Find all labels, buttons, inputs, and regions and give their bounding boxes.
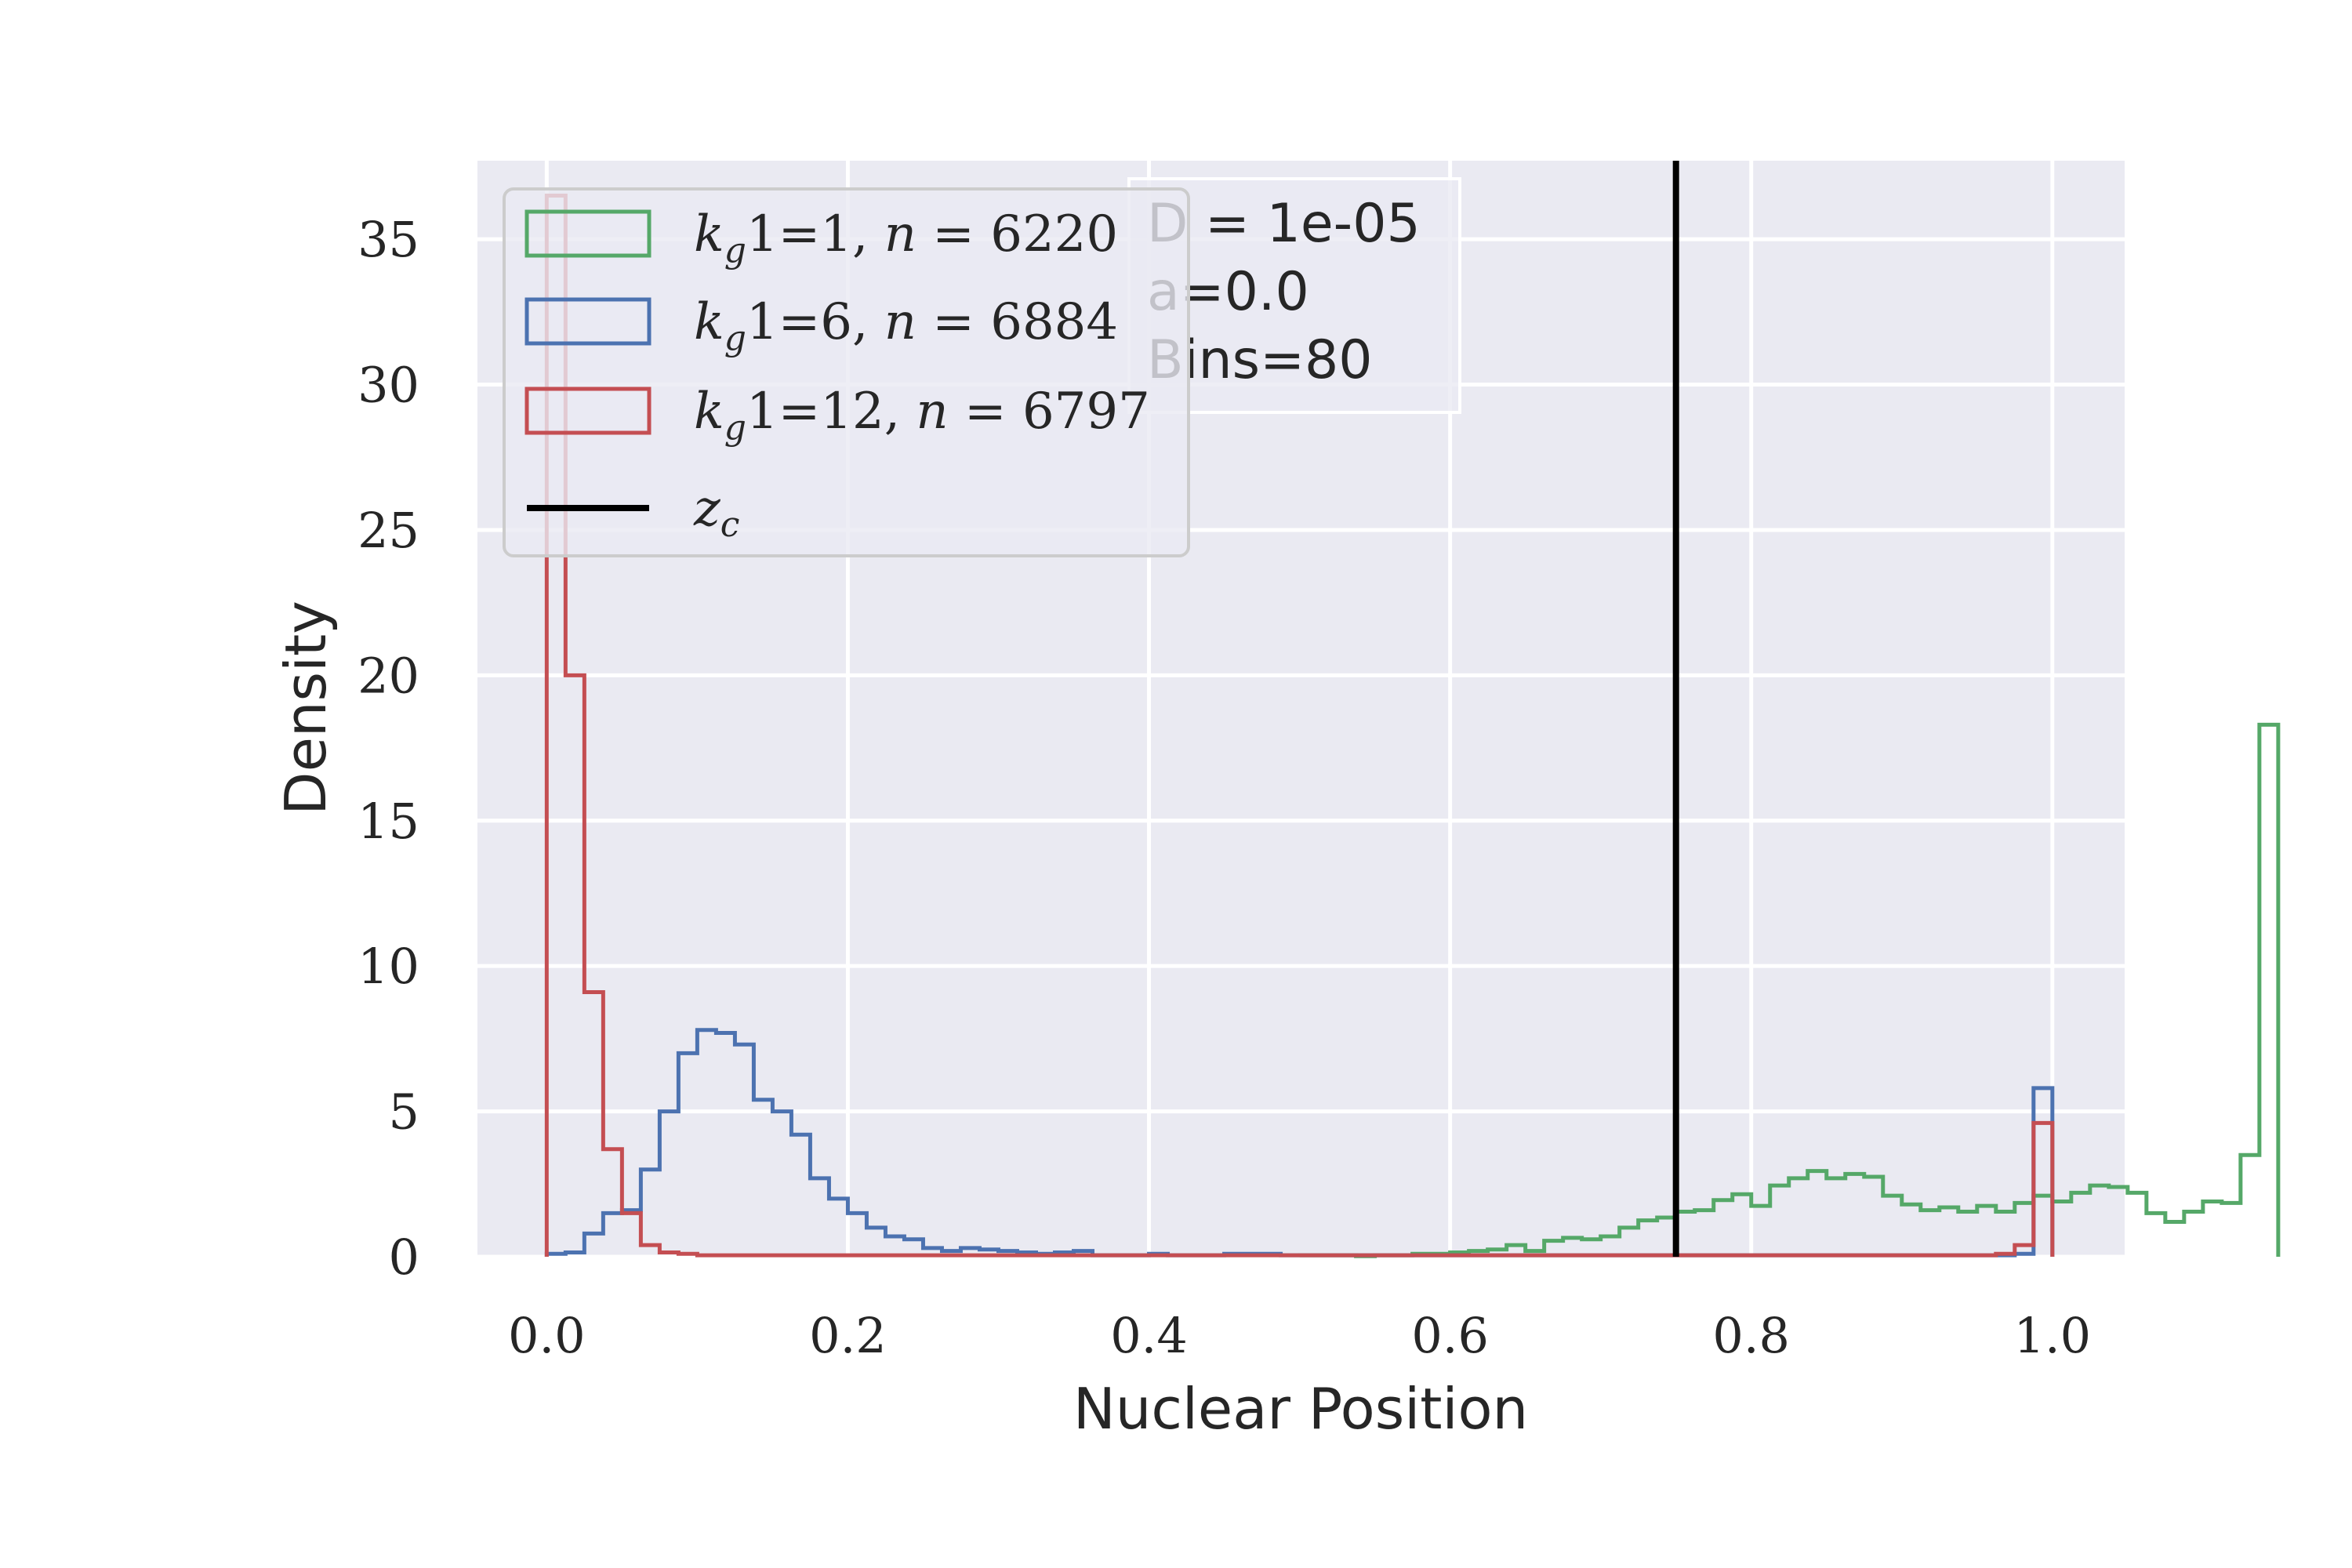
series-kg1-12-step bbox=[544, 193, 2055, 1258]
legend-swatch bbox=[524, 387, 652, 435]
legend-label-part: 1=6, bbox=[746, 293, 884, 351]
x-tick-label: 0.2 bbox=[809, 1307, 887, 1364]
legend-label-part: z bbox=[693, 480, 721, 538]
legend-swatch bbox=[524, 297, 652, 346]
legend-entry-zc: zc bbox=[527, 480, 739, 545]
y-tick-label: 30 bbox=[358, 357, 419, 414]
y-tick-label: 25 bbox=[358, 502, 419, 559]
legend-frame bbox=[503, 187, 1190, 557]
legend-label-part: g bbox=[724, 318, 746, 358]
x-tick-label: 0.8 bbox=[1712, 1307, 1790, 1364]
legend-label-part: n bbox=[884, 293, 916, 351]
legend-label: zc bbox=[693, 480, 739, 545]
series-layer bbox=[544, 193, 2281, 1258]
y-tick-label: 20 bbox=[358, 647, 419, 704]
legend-label-part: g bbox=[724, 230, 746, 270]
legend-label: kg1=1, n = 6220 bbox=[694, 205, 1118, 270]
y-tick-labels: 0 5 10 15 20 25 30 35 bbox=[358, 211, 419, 1286]
y-tick-label: 15 bbox=[358, 793, 419, 850]
y-tick-label: 5 bbox=[389, 1083, 419, 1141]
y-axis-label: Density bbox=[273, 601, 339, 815]
legend-entry-kg1-6: kg1=6, n = 6884 bbox=[524, 293, 1118, 358]
legend-entry-kg1-12: kg1=12, n = 6797 bbox=[524, 383, 1150, 448]
legend-label-part: = 6884 bbox=[916, 293, 1118, 351]
legend-entry-kg1-1: kg1=1, n = 6220 bbox=[524, 205, 1118, 270]
legend-label-part: = 6220 bbox=[916, 205, 1118, 263]
legend-label-part: k bbox=[694, 383, 724, 441]
legend-label-part: c bbox=[720, 505, 740, 545]
series-kg1-1-step bbox=[1298, 722, 2281, 1258]
legend-label: kg1=6, n = 6884 bbox=[694, 293, 1118, 358]
legend-label-part: n bbox=[884, 205, 916, 263]
legend-label-part: g bbox=[724, 408, 746, 448]
x-tick-label: 0.0 bbox=[508, 1307, 586, 1364]
legend-label: kg1=12, n = 6797 bbox=[694, 383, 1150, 448]
legend-label-part: n bbox=[916, 383, 948, 441]
x-axis-label: Nuclear Position bbox=[1073, 1376, 1528, 1442]
y-tick-label: 10 bbox=[358, 938, 419, 995]
info-diffusion: D = 1e-05 bbox=[1147, 193, 1421, 255]
x-tick-label: 1.0 bbox=[2014, 1307, 2092, 1364]
legend-label-part: k bbox=[694, 293, 724, 351]
legend-label-part: 1=12, bbox=[746, 383, 916, 441]
legend-label-part: 1=1, bbox=[746, 205, 884, 263]
legend-label-part: = 6797 bbox=[949, 383, 1150, 441]
x-tick-label: 0.6 bbox=[1411, 1307, 1489, 1364]
x-tick-label: 0.4 bbox=[1110, 1307, 1188, 1364]
legend-swatch bbox=[524, 209, 652, 258]
y-tick-label: 35 bbox=[358, 211, 419, 268]
x-tick-labels: 0.0 0.2 0.4 0.6 0.8 1.0 bbox=[508, 1307, 2091, 1364]
y-tick-label: 0 bbox=[389, 1229, 419, 1286]
legend-label-part: k bbox=[694, 205, 724, 263]
